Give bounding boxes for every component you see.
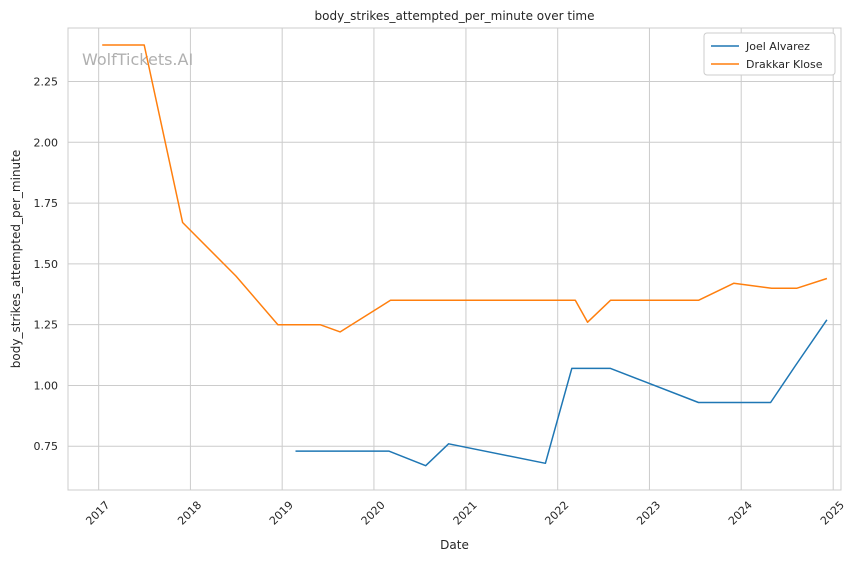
y-tick-label: 2.00 (34, 136, 59, 149)
y-axis-label: body_strikes_attempted_per_minute (9, 150, 23, 368)
y-tick-label: 2.25 (34, 75, 59, 88)
y-tick-label: 1.00 (34, 379, 59, 392)
series-line-drakkar-klose (102, 44, 828, 333)
y-tick-label: 1.50 (34, 258, 59, 271)
legend: Joel Alvarez Drakkar Klose (703, 32, 836, 76)
y-tick-label: 1.25 (34, 319, 59, 332)
watermark-text: WolfTickets.AI (82, 50, 193, 69)
legend-label: Drakkar Klose (746, 58, 823, 71)
y-tick-label: 1.75 (34, 197, 59, 210)
x-axis-label: Date (440, 538, 469, 552)
grid-lines (68, 28, 841, 490)
series-layer (102, 44, 828, 467)
plot-frame (67, 27, 842, 491)
y-axis: 0.75 1.00 1.25 1.50 1.75 2.00 2.25 (34, 75, 59, 453)
chart-title: body_strikes_attempted_per_minute over t… (315, 9, 595, 23)
y-tick-label: 0.75 (34, 440, 59, 453)
series-line-joel-alvarez (295, 319, 828, 467)
legend-label: Joel Alvarez (745, 40, 810, 53)
